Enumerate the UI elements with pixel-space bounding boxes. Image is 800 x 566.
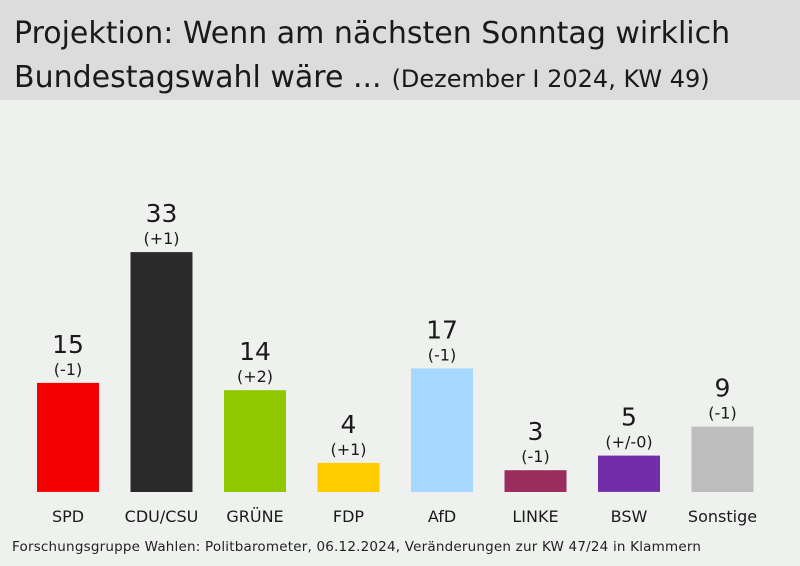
value-label-bsw: 5 bbox=[621, 403, 637, 432]
value-label-fdp: 4 bbox=[341, 410, 357, 439]
category-label-cdu-csu: CDU/CSU bbox=[125, 507, 199, 526]
change-label-bsw: (+/-0) bbox=[605, 433, 652, 452]
bar-spd bbox=[37, 382, 99, 492]
bar-linke bbox=[504, 470, 567, 492]
category-label-fdp: FDP bbox=[333, 507, 365, 526]
change-label-cdu-csu: (+1) bbox=[143, 229, 179, 248]
chart-subtitle: (Dezember I 2024, KW 49) bbox=[391, 65, 710, 93]
bar-afd bbox=[411, 368, 473, 492]
change-label-fdp: (+1) bbox=[330, 440, 366, 459]
value-label-spd: 15 bbox=[52, 330, 84, 359]
bar-bsw bbox=[598, 455, 660, 492]
value-label-linke: 3 bbox=[528, 417, 544, 446]
change-label-afd: (-1) bbox=[428, 345, 456, 364]
bar-fdp bbox=[317, 462, 380, 492]
change-label-spd: (-1) bbox=[54, 360, 82, 379]
category-label-bsw: BSW bbox=[611, 507, 648, 526]
value-label-afd: 17 bbox=[426, 315, 458, 344]
chart-title-line2: Bundestagswahl wäre ... (Dezember I 2024,… bbox=[14, 60, 710, 95]
category-label-linke: LINKE bbox=[512, 507, 558, 526]
change-label-linke: (-1) bbox=[521, 447, 549, 466]
category-label-spd: SPD bbox=[52, 507, 84, 526]
source-note: Forschungsgruppe Wahlen: Politbarometer,… bbox=[12, 539, 702, 555]
category-label-gr-ne: GRÜNE bbox=[226, 507, 283, 526]
chart-title-line2-text: Bundestagswahl wäre ... bbox=[14, 60, 382, 95]
chart-title-line1: Projektion: Wenn am nächsten Sonntag wir… bbox=[14, 16, 731, 51]
category-label-sonstige: Sonstige bbox=[688, 507, 757, 526]
chart-header: Projektion: Wenn am nächsten Sonntag wir… bbox=[0, 0, 800, 100]
category-label-afd: AfD bbox=[428, 507, 456, 526]
change-label-gr-ne: (+2) bbox=[237, 367, 273, 386]
value-label-gr-ne: 14 bbox=[239, 337, 271, 366]
bar-gr-ne bbox=[224, 390, 286, 492]
bar-sonstige bbox=[691, 426, 754, 492]
bar-cdu-csu bbox=[130, 252, 193, 492]
value-label-cdu-csu: 33 bbox=[146, 199, 178, 228]
value-label-sonstige: 9 bbox=[715, 374, 731, 403]
change-label-sonstige: (-1) bbox=[708, 404, 736, 423]
